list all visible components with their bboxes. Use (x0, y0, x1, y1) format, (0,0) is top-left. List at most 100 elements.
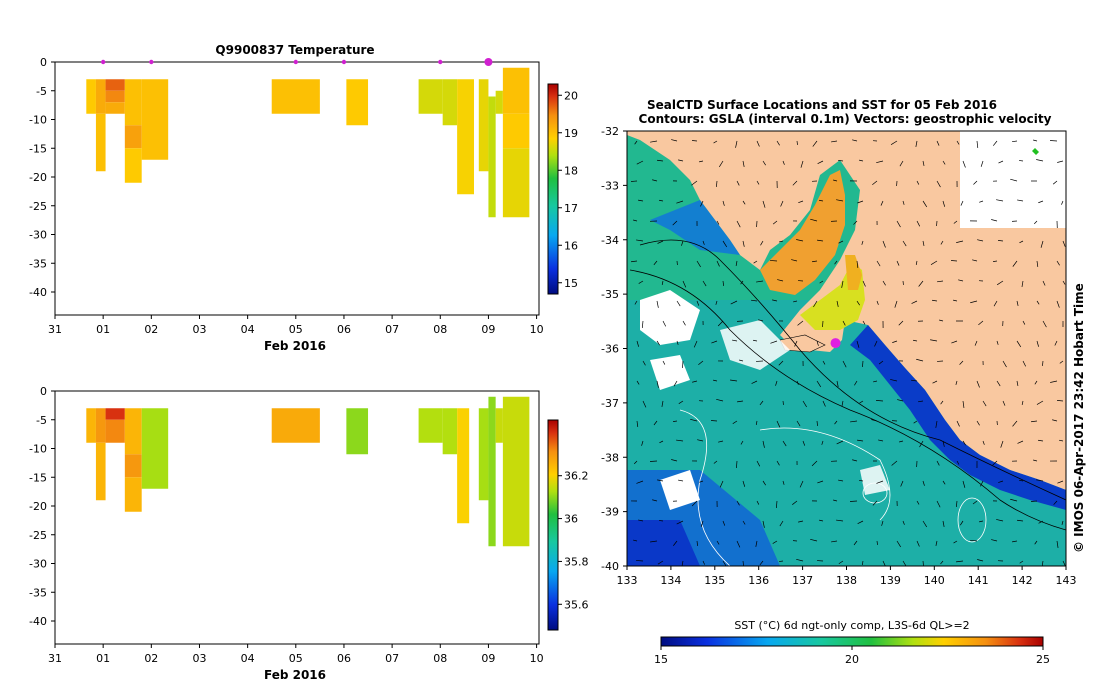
x-tick-label: 31 (48, 323, 62, 336)
vector-arrow (633, 219, 638, 222)
lat-tick-label: -40 (601, 560, 619, 573)
data-cell (418, 79, 443, 114)
vector-arrow (692, 380, 698, 383)
y-tick-label: -25 (29, 200, 47, 213)
vector-arrow (953, 299, 958, 302)
vector-arrow (1011, 140, 1018, 143)
vector-arrow (658, 520, 664, 522)
vector-arrow (702, 240, 705, 245)
vector-arrow (742, 160, 745, 167)
vector-arrow (836, 519, 844, 522)
vector-arrow (918, 280, 924, 287)
vector-arrow (970, 300, 978, 304)
vector-arrow (1021, 280, 1024, 287)
vector-arrow (822, 400, 826, 407)
vector-arrow (922, 520, 928, 528)
vector-arrow (810, 218, 818, 222)
temperature-panel: Q9900837 Temperature 0 -5 -10 -15 -20 -25 -30 -… (29, 43, 578, 353)
x-tick-label: 02 (144, 323, 158, 336)
vector-arrow (638, 519, 644, 522)
vector-arrow (950, 260, 958, 262)
vector-arrow (776, 460, 780, 466)
vector-arrow (916, 358, 924, 362)
data-cell (442, 408, 458, 455)
vector-arrow (1052, 180, 1058, 185)
vector-arrow (751, 299, 758, 302)
vector-arrow (834, 420, 838, 425)
data-cell (105, 408, 125, 420)
x-tick-label: 04 (241, 652, 255, 665)
lat-tick-label: -32 (601, 125, 619, 138)
gsla-contour-eddy-2 (957, 497, 987, 543)
vector-arrow (973, 180, 978, 185)
profile-marker (341, 59, 347, 65)
vector-arrow (856, 340, 860, 348)
vector-arrow (936, 500, 941, 508)
vector-arrow (792, 180, 798, 186)
vector-arrow (872, 500, 878, 506)
vector-arrow (691, 180, 698, 186)
vector-arrow (821, 440, 824, 445)
vector-arrow (759, 560, 764, 566)
x-tick-label: 06 (337, 323, 351, 336)
vector-arrow (992, 460, 998, 466)
vector-arrow (962, 480, 966, 488)
vector-arrow (636, 480, 644, 484)
vector-arrow (762, 520, 765, 528)
vector-arrow (802, 440, 806, 446)
vector-arrow (772, 220, 778, 225)
y-tick-label: -5 (36, 414, 47, 427)
data-cell (95, 442, 106, 501)
vector-arrow (740, 280, 744, 285)
vector-arrow (838, 560, 844, 565)
vector-arrow (653, 260, 658, 266)
colorbar-tick-label: 20 (564, 89, 578, 102)
vector-arrow (656, 300, 659, 308)
vector-arrow (942, 520, 945, 527)
y-tick-label: -30 (29, 229, 47, 242)
vector-arrow (634, 140, 638, 145)
vector-arrow (696, 540, 698, 547)
vector-arrow (972, 500, 978, 505)
vector-arrow (942, 440, 945, 447)
vector-arrow (916, 540, 920, 547)
vector-arrow (856, 300, 860, 306)
vector-arrow (1036, 260, 1039, 267)
lon-tick-label: 142 (1012, 574, 1033, 587)
vector-arrow (1010, 498, 1018, 502)
lat-tick-label: -34 (601, 234, 619, 247)
vector-arrow (930, 339, 938, 342)
vector-arrow (779, 520, 784, 527)
data-cell (346, 408, 369, 455)
vector-arrow (916, 220, 921, 227)
lat-tick-label: -33 (601, 179, 619, 192)
vector-arrow (876, 480, 884, 484)
vector-arrow (657, 479, 664, 482)
vector-arrow (1012, 260, 1018, 267)
spencer-gulf (760, 170, 845, 295)
data-cell (105, 79, 125, 91)
vector-arrow (996, 280, 1004, 286)
vector-arrow (876, 160, 884, 164)
vector-arrow (993, 300, 998, 307)
vector-arrow (1038, 200, 1044, 204)
x-tick-label: 02 (144, 652, 158, 665)
vector-arrow (817, 480, 824, 484)
vector-arrow (979, 200, 984, 203)
vector-arrow (849, 500, 858, 502)
vector-arrow (1059, 439, 1064, 442)
vector-arrow (659, 440, 664, 444)
vector-arrow (797, 320, 804, 326)
vector-arrow (1017, 199, 1024, 202)
vector-arrow (1062, 240, 1066, 247)
vector-arrow (1041, 560, 1044, 566)
vector-arrow (991, 219, 998, 222)
vector-arrow (942, 480, 946, 485)
vector-arrow (955, 380, 958, 385)
vector-arrow (902, 560, 907, 566)
vector-arrow (856, 260, 859, 268)
vector-arrow (775, 380, 778, 386)
vector-arrow (736, 500, 740, 506)
vector-arrow (1018, 160, 1024, 162)
